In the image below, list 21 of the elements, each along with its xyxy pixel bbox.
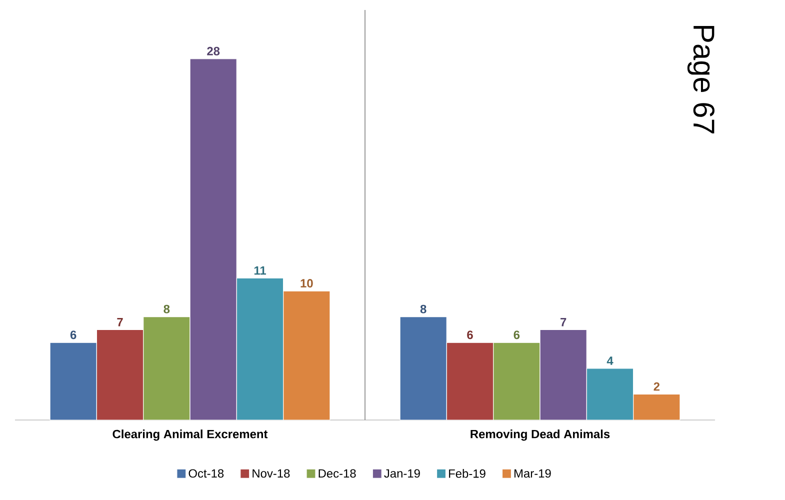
data-label: 2 — [654, 382, 660, 391]
legend-label: Jan-19 — [384, 469, 420, 478]
data-label: 6 — [467, 330, 473, 340]
x-tick-label: Removing Dead Animals — [470, 430, 610, 441]
data-label: 10 — [300, 279, 313, 288]
x-tick-label: Clearing Animal Excrement — [112, 430, 268, 441]
data-label: 4 — [606, 356, 614, 365]
data-label: 8 — [164, 304, 170, 314]
data-label: 28 — [207, 46, 220, 56]
legend-label: Feb-19 — [449, 469, 486, 478]
legend-label: Mar-19 — [514, 469, 551, 478]
legend-label: Oct-18 — [188, 469, 224, 478]
legend-label: Dec-18 — [318, 469, 356, 478]
data-label: 11 — [254, 266, 266, 275]
data-label: 6 — [70, 330, 76, 340]
data-label: 6 — [514, 330, 520, 340]
data-label: 7 — [560, 318, 566, 326]
data-label: 8 — [420, 304, 426, 314]
data-label: 7 — [117, 318, 123, 326]
annotation: Page 67 — [687, 26, 714, 134]
legend-label: Nov-18 — [252, 469, 290, 478]
